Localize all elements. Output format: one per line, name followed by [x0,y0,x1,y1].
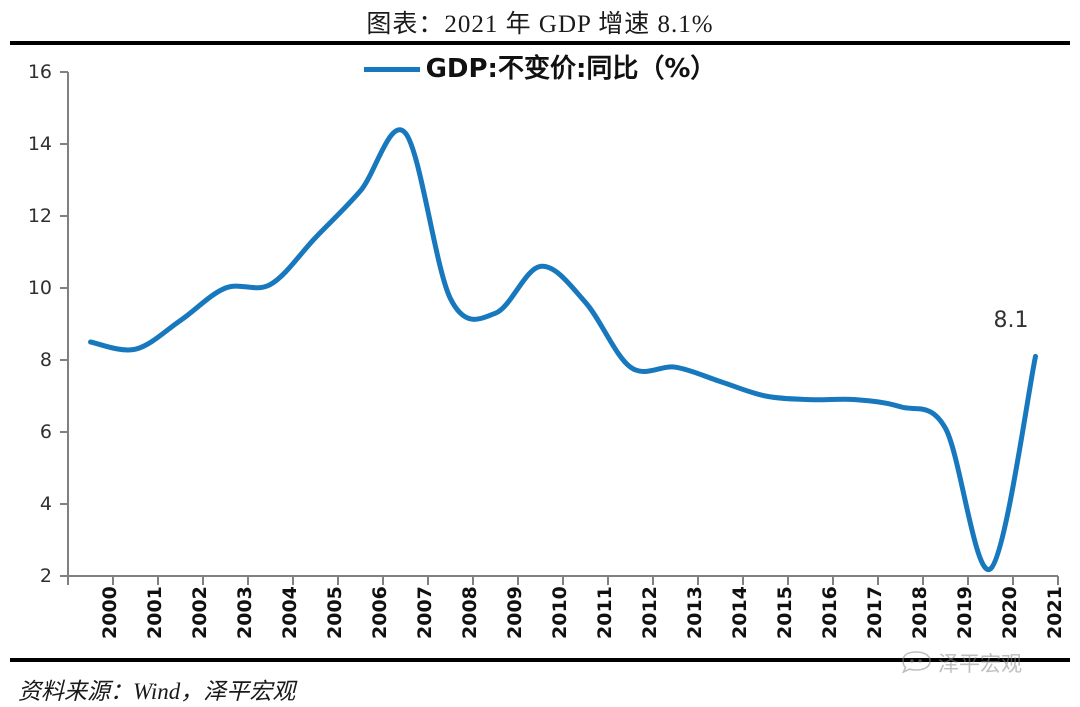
watermark-label: 泽平宏观 [938,652,1022,676]
data-point-label: 8.1 [993,308,1029,334]
series-line-0 [88,127,1038,572]
speech-bubble-icon [901,651,931,674]
y-axis-tick-label: 14 [27,133,52,155]
y-axis-tick-label: 4 [39,493,52,515]
y-axis-tick-label: 2 [39,565,52,587]
source-note: 资料来源：Wind，泽平宏观 [18,679,296,704]
watermark: 泽平宏观 [900,648,1022,678]
bottom-divider [10,658,1070,662]
y-axis-tick-label: 10 [27,277,52,299]
page-title: 图表：2021 年 GDP 增速 8.1% [366,11,714,38]
y-axis-tick-label: 12 [27,205,52,227]
top-divider [10,41,1070,45]
y-axis-tick-label: 8 [39,349,52,371]
y-axis-tick-label: 16 [27,61,52,83]
y-axis-tick-label: 6 [39,421,52,443]
